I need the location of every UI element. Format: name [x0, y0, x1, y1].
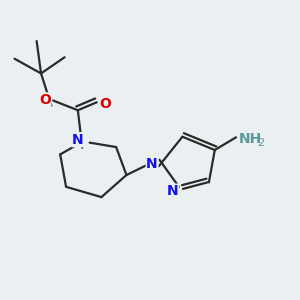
Text: N: N [167, 184, 178, 198]
Text: NH: NH [238, 132, 262, 146]
Text: O: O [39, 93, 51, 107]
Text: N: N [72, 133, 84, 147]
Text: N: N [146, 157, 158, 171]
Text: O: O [99, 98, 111, 111]
Text: 2: 2 [257, 138, 265, 148]
